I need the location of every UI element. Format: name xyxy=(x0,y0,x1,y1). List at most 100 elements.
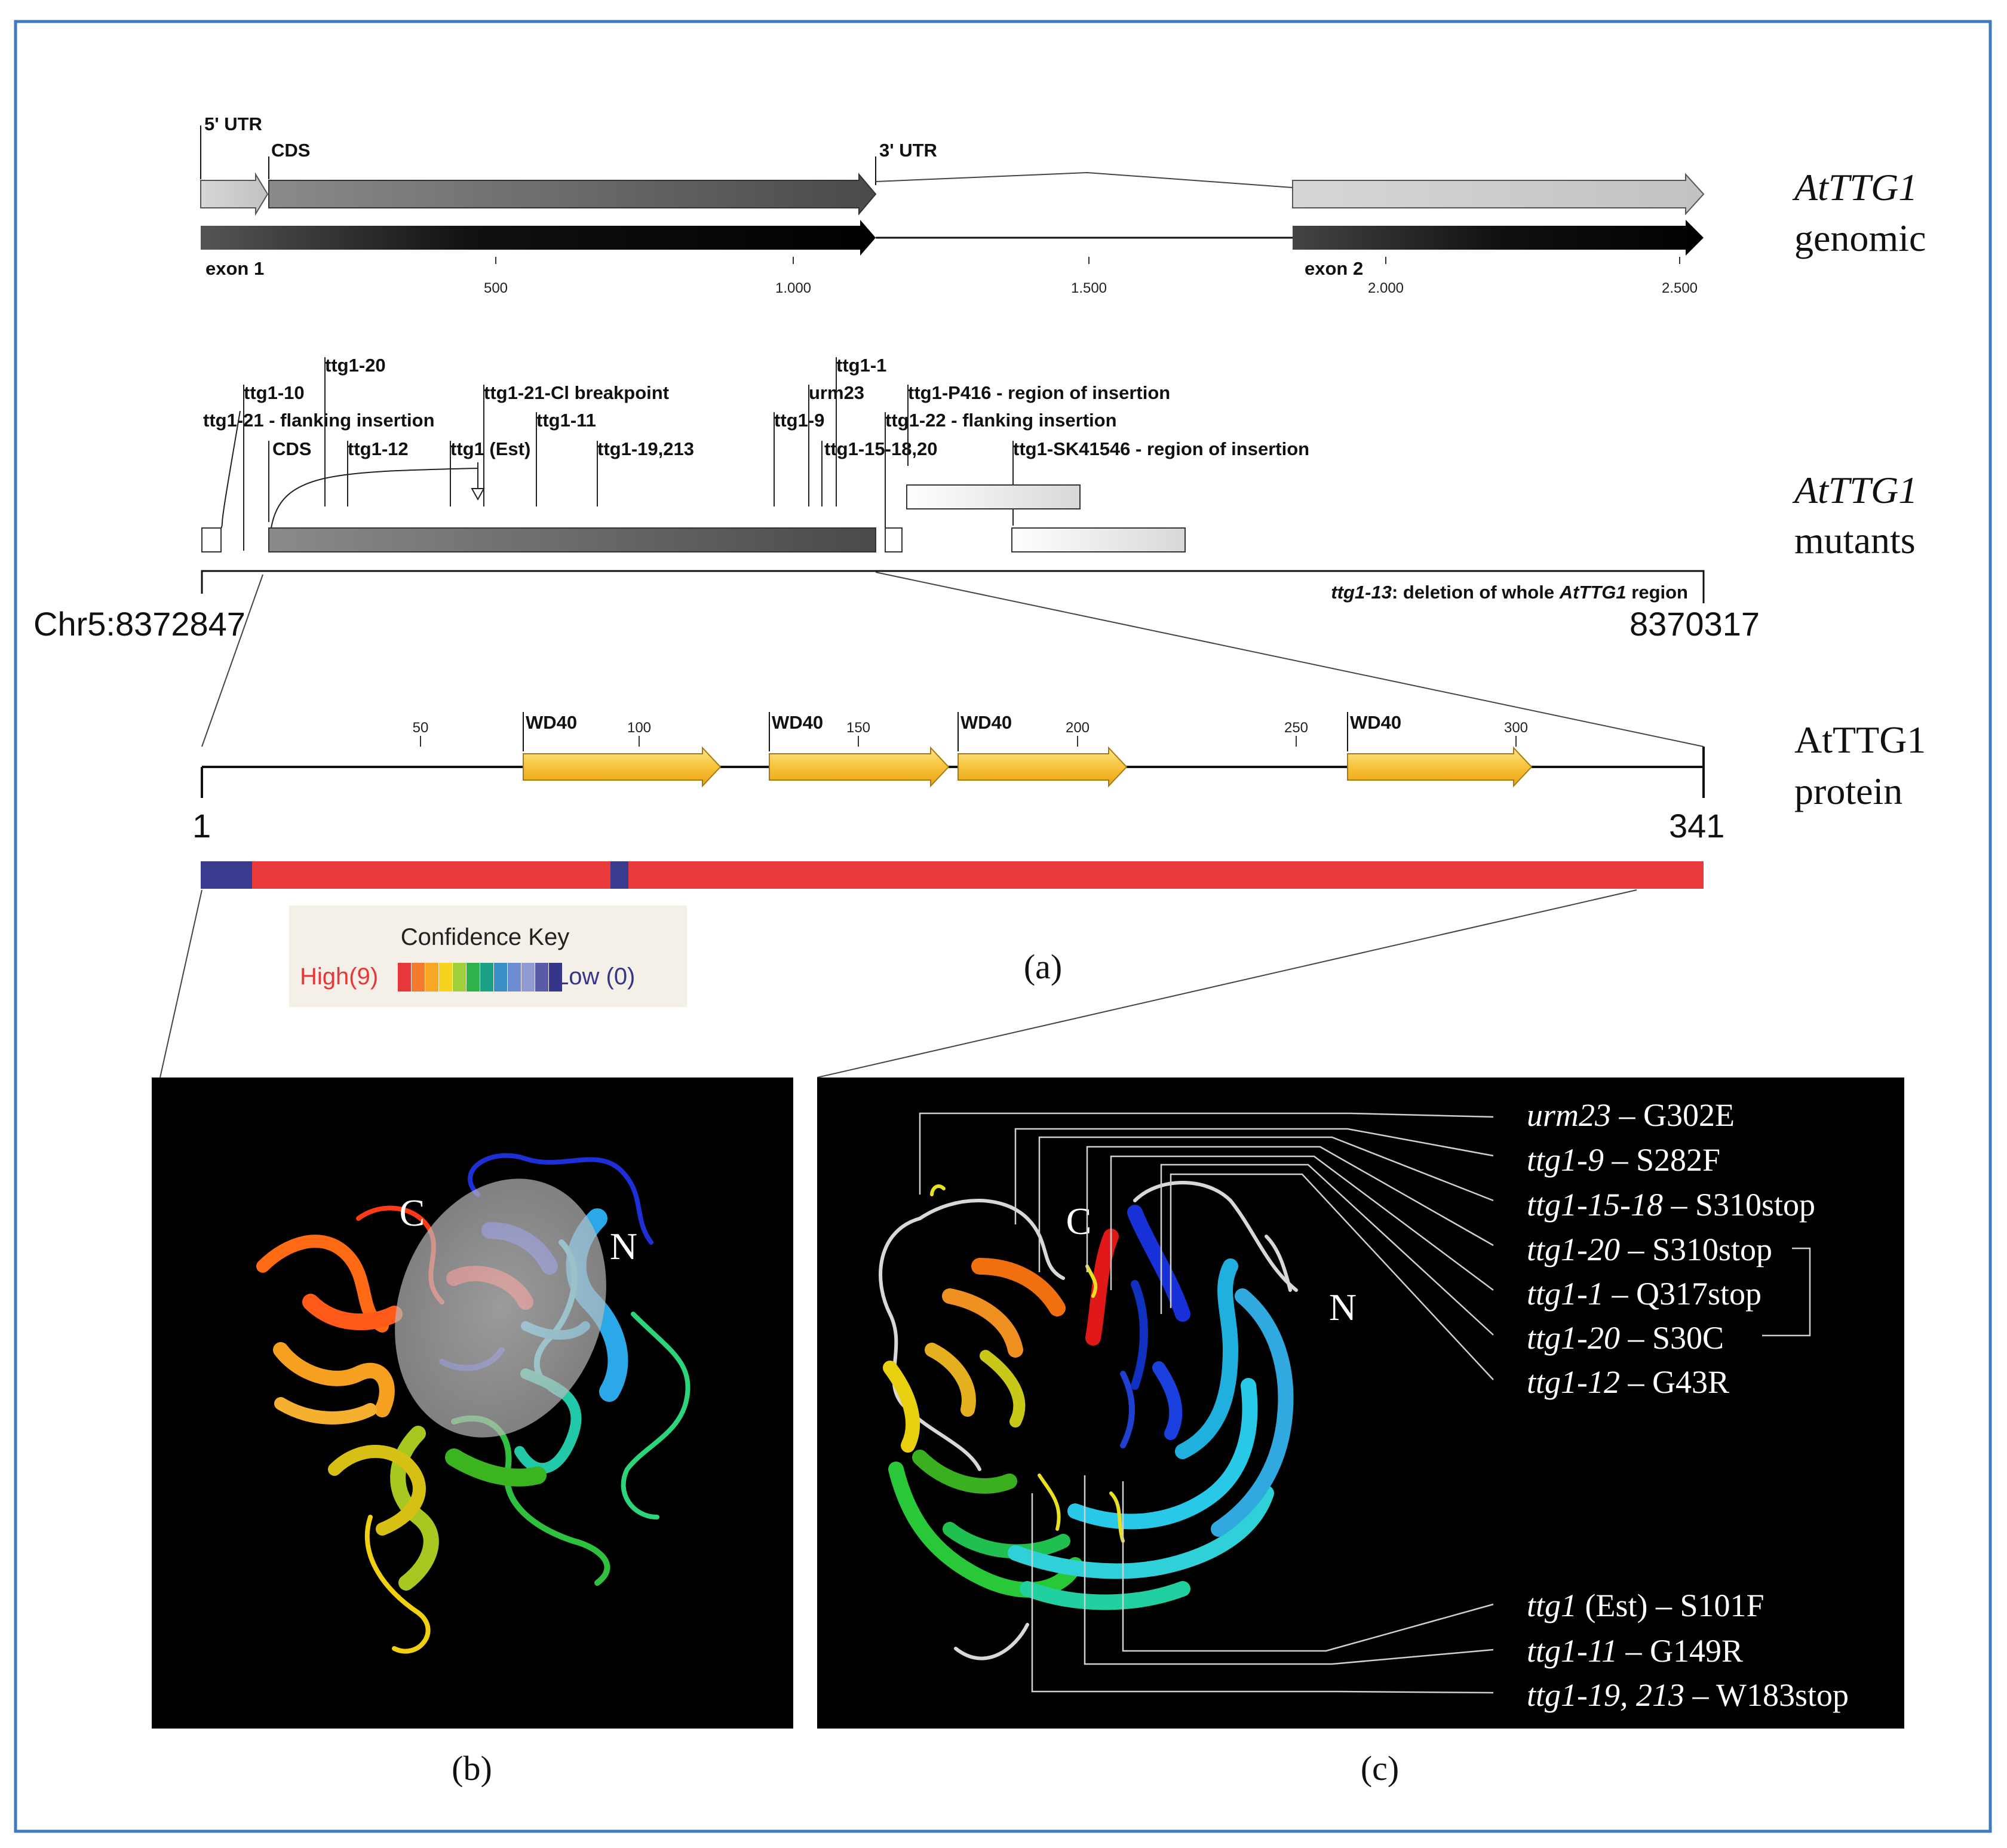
label-ttg1-12: ttg1-12 xyxy=(348,438,409,459)
label-ttg1-21: ttg1-21 - flanking insertion xyxy=(203,410,435,431)
confidence-swatch xyxy=(467,963,480,991)
confidence-swatch xyxy=(412,963,425,991)
chr-start-label: Chr5:8372847 xyxy=(33,605,245,643)
cds-label: CDS xyxy=(271,140,310,161)
confidence-swatch xyxy=(549,963,562,991)
annotation-ttg1-est: ttg1 (Est) – S101F xyxy=(1527,1588,1764,1623)
annotation-urm23: urm23 – G302E xyxy=(1527,1097,1735,1133)
mutants-track-name: AtTTG1 xyxy=(1792,469,1917,511)
protein-tick-200: 200 xyxy=(1066,720,1090,736)
wd40-label-4: WD40 xyxy=(1350,712,1401,733)
protein-tick-250: 250 xyxy=(1284,720,1308,736)
genomic-tick-1000: 1.000 xyxy=(775,280,811,296)
genomic-tick-2500: 2.500 xyxy=(1662,280,1698,296)
exon2-arrow xyxy=(1293,220,1704,256)
wd40-domain-1 xyxy=(523,746,722,788)
protein-tick-300: 300 xyxy=(1504,720,1528,736)
label-sk: ttg1-SK41546 - region of insertion xyxy=(1013,438,1309,459)
wd40-domain-3 xyxy=(958,746,1128,788)
confidence-swatch xyxy=(398,963,411,991)
sk-insertion-box xyxy=(1011,527,1186,552)
label-p416: ttg1-P416 - region of insertion xyxy=(908,382,1170,403)
protein-end: 341 xyxy=(1669,807,1724,845)
label-ttg1-19: ttg1-19,213 xyxy=(597,438,694,459)
annotation-ttg1-20-s310: ttg1-20 – S310stop xyxy=(1527,1232,1772,1267)
cds-box xyxy=(268,527,876,552)
genomic-track: 5' UTR CDS 3' UTR exon 1 exon 2 500 1.00… xyxy=(200,113,1926,296)
caption-b: (b) xyxy=(452,1749,492,1788)
intron-line-top xyxy=(875,171,1293,188)
genomic-track-name: AtTTG1 xyxy=(1792,166,1917,208)
confidence-swatches xyxy=(398,963,562,991)
zoom-line-right xyxy=(875,572,1704,747)
utr5-box xyxy=(201,527,222,552)
confidence-swatch xyxy=(453,963,466,991)
utr3-arrow xyxy=(1292,173,1705,216)
confidence-bar xyxy=(201,861,1704,889)
protein-start: 1 xyxy=(192,807,211,845)
exon1-label: exon 1 xyxy=(205,258,264,279)
highlight-ellipse xyxy=(395,1178,606,1438)
p416-insertion-box xyxy=(906,484,1081,509)
protein-scale xyxy=(420,736,1517,747)
wd40-label-1: WD40 xyxy=(526,712,577,733)
protein-tick-50: 50 xyxy=(413,720,429,736)
genomic-scale xyxy=(495,257,1680,264)
confidence-swatch xyxy=(425,963,438,991)
zoom-line-c-right xyxy=(817,889,1637,1078)
genomic-tick-500: 500 xyxy=(484,280,508,296)
confidence-key-title: Confidence Key xyxy=(401,924,569,950)
confidence-key: Confidence Key High(9) Low (0) xyxy=(289,905,687,1007)
structure-panel-b: C N xyxy=(152,1078,793,1729)
zoom-line-left xyxy=(201,574,263,747)
cds-arrow xyxy=(268,173,877,216)
caption-c: (c) xyxy=(1361,1749,1399,1788)
utr5-label: 5' UTR xyxy=(204,113,262,134)
annotation-ttg1-11: ttg1-11 – G149R xyxy=(1527,1633,1743,1669)
deletion-bracket xyxy=(201,570,1705,603)
protein-tick-150: 150 xyxy=(846,720,870,736)
figure-border xyxy=(14,20,1992,1833)
structure-panel-c: C N urm23 – G302E ttg1-9 – S282F ttg1-15… xyxy=(817,1078,1904,1729)
annotation-ttg1-12: ttg1-12 – G43R xyxy=(1527,1364,1729,1400)
exon2-label: exon 2 xyxy=(1305,258,1363,279)
utr3-label: 3' UTR xyxy=(879,140,937,161)
label-cds: CDS xyxy=(272,438,311,459)
annotation-ttg1-20-s30c: ttg1-20 – S30C xyxy=(1527,1320,1724,1356)
mutant-leader-lines xyxy=(214,357,1014,552)
annotation-ttg1-1: ttg1-1 – Q317stop xyxy=(1527,1276,1762,1312)
wd40-domain-2 xyxy=(769,746,950,788)
confidence-swatch xyxy=(480,963,493,991)
exon1-arrow xyxy=(201,220,876,256)
label-n-terminus-c: N xyxy=(1329,1286,1357,1328)
genomic-tick-1500: 1.500 xyxy=(1071,280,1107,296)
utr5-arrow xyxy=(200,172,269,216)
genomic-track-name-line2: genomic xyxy=(1794,217,1926,259)
confidence-swatch xyxy=(521,963,535,991)
caption-a: (a) xyxy=(1024,947,1062,986)
wd40-label-3: WD40 xyxy=(960,712,1012,733)
deletion-label: ttg1-13: deletion of whole AtTTG1 region xyxy=(1331,582,1688,603)
mutants-track: ttg1-20 ttg1-10 ttg1-21 - flanking inser… xyxy=(33,355,1917,643)
confidence-swatch xyxy=(494,963,507,991)
confidence-swatch xyxy=(535,963,548,991)
annotation-ttg1-15-18: ttg1-15-18 – S310stop xyxy=(1527,1187,1815,1223)
label-ttg1-22: ttg1-22 - flanking insertion xyxy=(885,410,1117,431)
protein-tick-100: 100 xyxy=(627,720,651,736)
utr3-box xyxy=(885,527,903,552)
protein-track-name-line2: protein xyxy=(1794,770,1902,812)
genomic-tick-2000: 2.000 xyxy=(1368,280,1404,296)
confidence-low-label: Low (0) xyxy=(556,963,635,990)
label-ttg1-11: ttg1-11 xyxy=(536,410,596,431)
label-ttg1-10: ttg1-10 xyxy=(244,382,305,403)
label-ttg1-1: ttg1-1 xyxy=(836,355,886,376)
confidence-swatch xyxy=(439,963,452,991)
confidence-swatch xyxy=(508,963,521,991)
protein-track: 50 100 150 200 250 300 WD40 WD40 WD40 WD… xyxy=(192,712,1926,845)
chr-end-label: 8370317 xyxy=(1629,605,1760,643)
zoom-line-b-left xyxy=(159,889,202,1078)
wd40-label-2: WD40 xyxy=(772,712,823,733)
label-ttg1-est: ttg1 (Est) xyxy=(450,438,530,459)
annotation-ttg1-19: ttg1-19, 213 – W183stop xyxy=(1527,1677,1849,1713)
mutation-annotations: urm23 – G302E ttg1-9 – S282F ttg1-15-18 … xyxy=(1527,1097,1849,1713)
